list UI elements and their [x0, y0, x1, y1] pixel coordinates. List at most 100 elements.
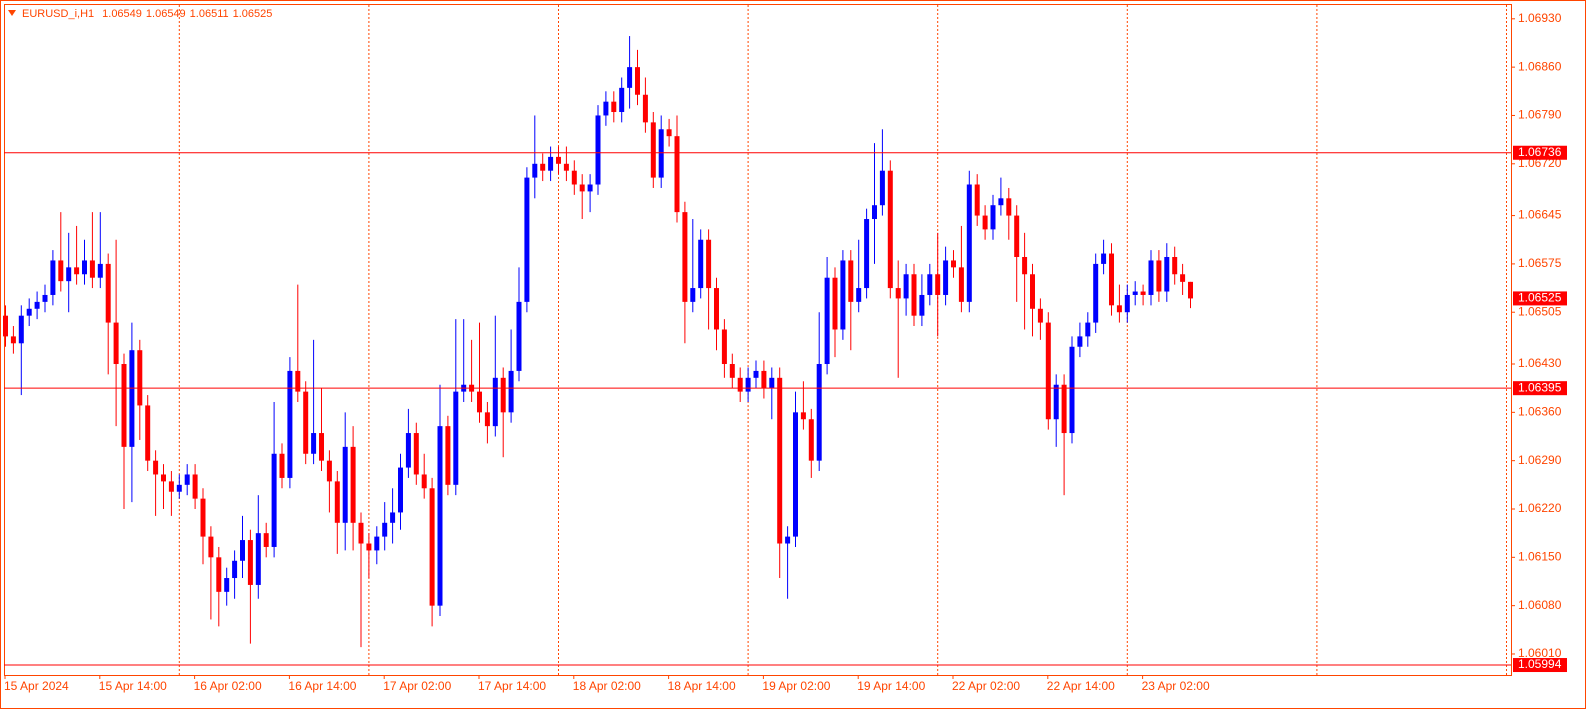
candle-body: [911, 274, 917, 316]
candle-body: [690, 288, 696, 302]
candle-body: [405, 433, 411, 468]
candle-body: [1140, 291, 1146, 295]
candle-body: [500, 377, 506, 413]
header-open: 1.06549: [102, 8, 142, 20]
candle-body: [429, 488, 435, 606]
candle-body: [958, 267, 964, 302]
candle-body: [1156, 260, 1162, 292]
y-tick-label: 1.06790: [1518, 108, 1562, 122]
candle-body: [350, 446, 356, 523]
candle-body: [840, 260, 846, 330]
candle-body: [1124, 294, 1130, 313]
candle-body: [1101, 253, 1107, 264]
candle-body: [1037, 308, 1043, 323]
price-label-box: [1513, 291, 1567, 306]
candle-body: [579, 184, 585, 192]
candle-body: [714, 288, 719, 330]
candle-body: [864, 219, 870, 289]
header-close: 1.06525: [233, 8, 273, 20]
plot-frame: [4, 4, 1512, 676]
candle-body: [706, 239, 712, 289]
candle-body: [721, 329, 727, 365]
candle-body: [1030, 274, 1035, 309]
header-high: 1.06549: [146, 8, 186, 20]
candle-body: [816, 364, 822, 461]
candle-body: [145, 405, 151, 461]
candle-body: [674, 136, 680, 213]
candle-body: [42, 294, 48, 302]
candle-body: [319, 433, 324, 461]
candle-body: [311, 433, 317, 454]
y-tick-label: 1.06430: [1518, 356, 1562, 370]
candle-body: [445, 426, 451, 485]
candle-body: [208, 536, 214, 558]
x-tick-label: 17 Apr 02:00: [383, 679, 451, 693]
y-tick-label: 1.06505: [1518, 304, 1562, 318]
candle-body: [887, 170, 893, 289]
candle-body: [168, 481, 174, 492]
x-tick-label: 16 Apr 02:00: [194, 679, 262, 693]
candle-body: [176, 484, 182, 492]
candle-body: [105, 263, 111, 323]
candle-body: [516, 301, 522, 371]
menu-triangle[interactable]: [8, 10, 16, 16]
candle-body: [666, 129, 672, 137]
candle-body: [413, 433, 419, 475]
level-label-box: [1513, 145, 1567, 160]
candle-body: [477, 391, 482, 413]
candle-body: [927, 274, 933, 295]
candle-body: [1172, 256, 1178, 275]
candle-body: [232, 560, 238, 579]
candle-body: [421, 474, 427, 489]
candle-body: [974, 184, 980, 216]
candle-body: [303, 391, 309, 454]
candle-body: [121, 364, 127, 447]
candle-body: [524, 177, 530, 302]
x-tick-label: 22 Apr 02:00: [952, 679, 1020, 693]
candle-body: [1164, 256, 1170, 292]
candle-body: [824, 277, 830, 365]
candle-body: [729, 364, 735, 378]
candle-body: [563, 163, 569, 171]
candle-body: [1061, 384, 1067, 434]
candle-body: [532, 163, 538, 178]
candle-body: [745, 377, 751, 392]
price-label: 1.06525: [1518, 291, 1562, 305]
candle-body: [161, 474, 166, 482]
x-tick-label: 17 Apr 14:00: [478, 679, 546, 693]
candle-body: [895, 288, 901, 299]
candle-body: [453, 391, 459, 485]
candle-body: [358, 522, 364, 544]
candle-body: [753, 370, 759, 378]
candle-body: [800, 412, 806, 420]
candle-body: [903, 274, 909, 299]
candle-body: [326, 460, 332, 482]
y-tick-label: 1.06930: [1518, 11, 1562, 25]
y-tick-label: 1.06360: [1518, 405, 1562, 419]
candle-body: [334, 481, 340, 523]
candle-body: [1116, 305, 1122, 313]
candle-body: [990, 205, 996, 230]
candle-body: [97, 263, 103, 278]
candle-body: [935, 274, 941, 295]
candle-body: [879, 170, 885, 206]
candle-body: [492, 377, 498, 427]
candle-body: [642, 94, 648, 123]
candle-body: [1014, 215, 1020, 257]
candle-body: [240, 540, 245, 561]
x-tick-label: 15 Apr 2024: [4, 679, 69, 693]
candle-body: [1188, 281, 1193, 299]
candle-body: [3, 315, 8, 337]
x-tick-label: 22 Apr 14:00: [1047, 679, 1115, 693]
candle-body: [571, 170, 577, 185]
candle-body: [848, 260, 854, 302]
candle-body: [1132, 291, 1138, 295]
candle-body: [82, 260, 87, 275]
x-tick-label: 18 Apr 14:00: [668, 679, 736, 693]
candle-body: [89, 260, 95, 278]
y-tick-label: 1.06010: [1518, 646, 1562, 660]
candle-body: [769, 377, 775, 389]
level-label-box: [1513, 658, 1567, 673]
